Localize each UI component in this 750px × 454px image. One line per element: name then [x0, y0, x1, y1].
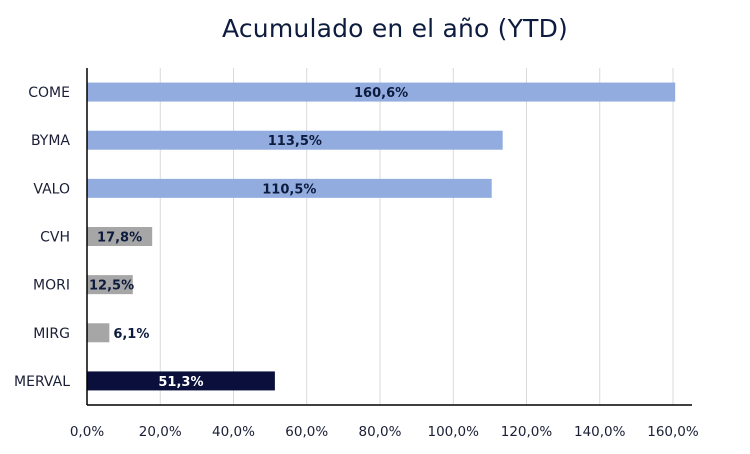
category-label: COME	[28, 85, 70, 101]
category-label: VALO	[33, 181, 70, 197]
x-tick-label: 100,0%	[428, 424, 480, 440]
chart-title: Acumulado en el año (YTD)	[222, 14, 568, 43]
bar-merval	[87, 371, 275, 391]
x-tick-label: 140,0%	[574, 424, 626, 440]
category-labels: COME BYMA VALO CVH MORI MIRG MERVAL	[14, 85, 70, 390]
data-label: 51,3%	[158, 375, 203, 390]
data-labels: 160,6% 113,5% 110,5% 17,8% 12,5% 6,1% 51,3%	[89, 86, 408, 390]
data-label: 17,8%	[97, 231, 142, 246]
x-tick-label: 160,0%	[647, 424, 699, 440]
category-label: MIRG	[33, 326, 70, 342]
x-tick-label: 60,0%	[285, 424, 328, 440]
bar-mori	[87, 275, 133, 295]
tick-labels: 0,0% 20,0% 40,0% 60,0% 80,0% 100,0% 120,0% 140,…	[70, 424, 699, 440]
data-label: 160,6%	[354, 86, 408, 101]
bar-byma	[87, 130, 503, 150]
bar-cvh	[87, 227, 153, 246]
data-label: 110,5%	[262, 182, 316, 197]
grid-lines	[159, 68, 674, 405]
category-label: BYMA	[31, 133, 70, 149]
bar-valo	[87, 178, 492, 198]
x-tick-label: 20,0%	[139, 424, 182, 440]
category-label: MORI	[33, 278, 70, 294]
bar-come	[87, 82, 676, 102]
data-label: 12,5%	[89, 279, 134, 294]
bars	[87, 82, 676, 391]
axes	[86, 68, 692, 406]
category-label: MERVAL	[14, 374, 70, 390]
category-label: CVH	[40, 230, 70, 246]
x-tick-label: 40,0%	[212, 424, 255, 440]
x-tick-label: 0,0%	[70, 424, 104, 440]
bar-mirg	[87, 323, 110, 343]
data-label: 113,5%	[268, 134, 322, 149]
x-tick-label: 120,0%	[501, 424, 553, 440]
x-tick-label: 80,0%	[359, 424, 402, 440]
data-label: 6,1%	[113, 327, 149, 342]
